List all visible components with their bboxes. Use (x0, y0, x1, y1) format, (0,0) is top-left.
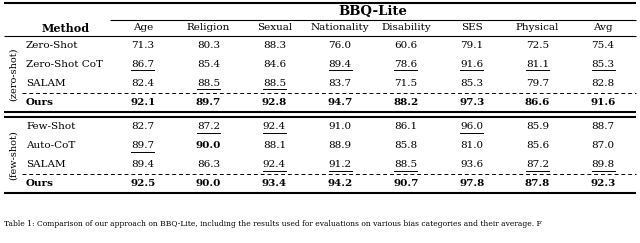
Text: 88.3: 88.3 (263, 41, 286, 50)
Text: Method: Method (42, 23, 90, 34)
Text: 81.1: 81.1 (526, 60, 549, 69)
Text: Few-Shot: Few-Shot (26, 122, 76, 131)
Text: 93.6: 93.6 (460, 160, 483, 169)
Text: 88.5: 88.5 (263, 79, 286, 88)
Text: 97.3: 97.3 (459, 98, 484, 107)
Text: Auto-CoT: Auto-CoT (26, 141, 76, 150)
Text: 94.7: 94.7 (328, 98, 353, 107)
Text: 75.4: 75.4 (591, 41, 614, 50)
Text: 87.2: 87.2 (197, 122, 220, 131)
Text: 85.4: 85.4 (197, 60, 220, 69)
Text: 87.2: 87.2 (526, 160, 549, 169)
Text: SES: SES (461, 24, 483, 33)
Text: SALAM: SALAM (26, 160, 66, 169)
Text: 83.7: 83.7 (328, 79, 352, 88)
Text: 85.3: 85.3 (591, 60, 614, 69)
Text: 88.2: 88.2 (393, 98, 419, 107)
Text: 71.3: 71.3 (131, 41, 154, 50)
Text: 92.5: 92.5 (131, 179, 156, 188)
Text: 79.7: 79.7 (526, 79, 549, 88)
Text: 85.9: 85.9 (526, 122, 549, 131)
Text: 89.8: 89.8 (591, 160, 614, 169)
Text: 91.6: 91.6 (460, 60, 483, 69)
Text: 87.8: 87.8 (525, 179, 550, 188)
Text: 88.5: 88.5 (394, 160, 417, 169)
Text: Physical: Physical (516, 24, 559, 33)
Text: 60.6: 60.6 (394, 41, 417, 50)
Text: (few-shot): (few-shot) (8, 130, 17, 180)
Text: 89.7: 89.7 (131, 141, 154, 150)
Text: 88.5: 88.5 (197, 79, 220, 88)
Text: 96.0: 96.0 (460, 122, 483, 131)
Text: 91.2: 91.2 (328, 160, 352, 169)
Text: 81.0: 81.0 (460, 141, 483, 150)
Text: 94.2: 94.2 (328, 179, 353, 188)
Text: 86.7: 86.7 (131, 60, 154, 69)
Text: 89.4: 89.4 (328, 60, 352, 69)
Text: 84.6: 84.6 (263, 60, 286, 69)
Text: 86.1: 86.1 (394, 122, 417, 131)
Text: 85.6: 85.6 (526, 141, 549, 150)
Text: 89.7: 89.7 (196, 98, 221, 107)
Text: 85.3: 85.3 (460, 79, 483, 88)
Text: Avg: Avg (593, 24, 613, 33)
Text: 72.5: 72.5 (526, 41, 549, 50)
Text: 87.0: 87.0 (591, 141, 614, 150)
Text: Ours: Ours (26, 98, 54, 107)
Text: 76.0: 76.0 (328, 41, 352, 50)
Text: 82.7: 82.7 (131, 122, 154, 131)
Text: 80.3: 80.3 (197, 41, 220, 50)
Text: 79.1: 79.1 (460, 41, 483, 50)
Text: Table 1: Comparison of our approach on BBQ-Lite, including the results used for : Table 1: Comparison of our approach on B… (4, 220, 541, 228)
Text: Sexual: Sexual (257, 24, 292, 33)
Text: 71.5: 71.5 (394, 79, 417, 88)
Text: 91.6: 91.6 (591, 98, 616, 107)
Text: (zero-shot): (zero-shot) (8, 47, 17, 101)
Text: 91.0: 91.0 (328, 122, 352, 131)
Text: Religion: Religion (187, 24, 230, 33)
Text: 82.4: 82.4 (131, 79, 154, 88)
Text: 90.0: 90.0 (196, 141, 221, 150)
Text: 86.3: 86.3 (197, 160, 220, 169)
Text: 92.8: 92.8 (262, 98, 287, 107)
Text: 88.9: 88.9 (328, 141, 352, 150)
Text: BBQ-Lite: BBQ-Lite (339, 5, 408, 18)
Text: 93.4: 93.4 (262, 179, 287, 188)
Text: 92.4: 92.4 (263, 160, 286, 169)
Text: Disability: Disability (381, 24, 431, 33)
Text: 92.4: 92.4 (263, 122, 286, 131)
Text: 78.6: 78.6 (394, 60, 417, 69)
Text: Nationality: Nationality (311, 24, 369, 33)
Text: 92.1: 92.1 (130, 98, 156, 107)
Text: Age: Age (132, 24, 153, 33)
Text: 89.4: 89.4 (131, 160, 154, 169)
Text: 92.3: 92.3 (591, 179, 616, 188)
Text: 88.7: 88.7 (591, 122, 614, 131)
Text: 90.7: 90.7 (393, 179, 419, 188)
Text: Zero-Shot: Zero-Shot (26, 41, 79, 50)
Text: 82.8: 82.8 (591, 79, 614, 88)
Text: 85.8: 85.8 (394, 141, 417, 150)
Text: 90.0: 90.0 (196, 179, 221, 188)
Text: 86.6: 86.6 (525, 98, 550, 107)
Text: Zero-Shot CoT: Zero-Shot CoT (26, 60, 103, 69)
Text: Ours: Ours (26, 179, 54, 188)
Text: 97.8: 97.8 (459, 179, 484, 188)
Text: 88.1: 88.1 (263, 141, 286, 150)
Text: SALAM: SALAM (26, 79, 66, 88)
